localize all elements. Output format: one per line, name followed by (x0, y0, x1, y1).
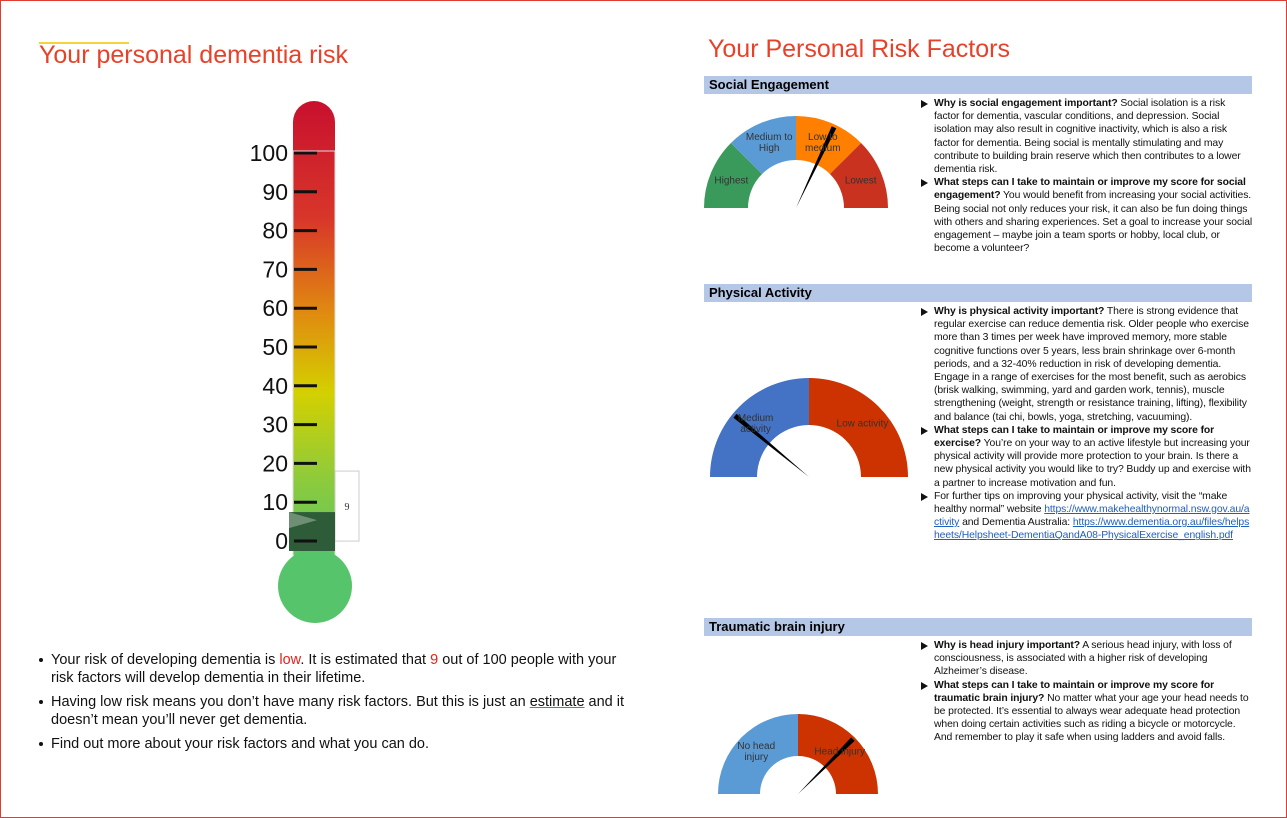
list-item: What steps can I take to maintain or imp… (919, 424, 1253, 490)
gauge-needle (796, 126, 837, 208)
text-plain: There is strong evidence that regular ex… (934, 306, 1249, 423)
text-plain: out of 100 people with your risk factors… (51, 652, 617, 686)
list-item: Why is social engagement important? Soci… (919, 97, 1253, 176)
gauge-segment (829, 142, 888, 208)
text-plain: Find out more about your risk factors an… (51, 736, 430, 752)
left-title: Your personal dementia risk (39, 41, 348, 69)
gauge-segment (704, 142, 763, 208)
section-text: Why is head injury important? A serious … (919, 639, 1253, 745)
text-red: low (279, 652, 301, 668)
item-marker (921, 179, 928, 188)
text-link: https://www.dementia.org.au/files/helpsh… (934, 517, 1250, 542)
tick-label: 80 (262, 218, 288, 244)
text-bold: Why is physical activity important? (934, 306, 1105, 317)
section-text: Why is social engagement important? Soci… (919, 97, 1253, 255)
list-item: For further tips on improving your physi… (919, 490, 1253, 543)
text-bold: What steps can I take to maintain or imp… (934, 424, 1215, 450)
gauge-label: Medium to High (745, 132, 793, 155)
section-heading: Traumatic brain injury (704, 618, 1252, 636)
text-plain: You’re on your way to an active lifestyl… (934, 438, 1251, 489)
gauge-label: Low activity (836, 418, 889, 430)
level-box (334, 470, 360, 542)
text-plain: Your risk of developing dementia is (51, 652, 280, 668)
right-title: Your Personal Risk Factors (708, 35, 1010, 63)
bullet-list: Your risk of developing dementia is low.… (37, 651, 637, 759)
level-wedge (289, 512, 317, 529)
text-link: https://www.makehealthynormal.nsw.gov.au… (934, 504, 1250, 529)
gauge-label: No head injury (737, 741, 776, 764)
bullet-dot (39, 658, 43, 662)
text-plain: For further tips on improving your physi… (934, 490, 1228, 516)
level-label: 9 (345, 502, 350, 513)
gauge-needle (733, 413, 809, 477)
thermometer-bulb (278, 549, 352, 623)
item-marker (921, 100, 928, 108)
text-plain: Social isolation is a risk factor for de… (934, 98, 1241, 176)
gauge-segment (710, 378, 809, 477)
item-marker (921, 308, 928, 316)
gauge-label: Medium activity (737, 412, 774, 435)
text-bold: What steps can I take to maintain or imp… (934, 177, 1246, 202)
gauge-segment (809, 378, 908, 477)
bullet-dot (39, 700, 43, 704)
text-plain: and it doesn’t mean you’ll never get dem… (51, 694, 625, 728)
gauge-label: Highest (714, 175, 749, 187)
text-plain: . It is estimated that (300, 652, 431, 668)
tick-label: 20 (262, 450, 288, 476)
tick-label: 0 (275, 528, 288, 554)
tick-label: 60 (262, 295, 288, 321)
item-marker (921, 492, 928, 501)
gauge-label: Low to medium (804, 132, 841, 155)
list-item: What steps can I take to maintain or imp… (919, 679, 1253, 745)
gauge-label: Head injury (814, 746, 866, 758)
text-plain: A serious head injury, with loss of cons… (934, 640, 1232, 678)
text-underline: estimate (529, 694, 585, 710)
tick-label: 10 (262, 489, 288, 515)
text-red: 9 (430, 652, 439, 668)
tick-label: 30 (262, 412, 288, 438)
text-plain: No matter what your age your head needs … (934, 692, 1249, 744)
text-plain: You would benefit from increasing your s… (934, 190, 1253, 255)
gauge-needle (798, 737, 855, 794)
section-heading: Physical Activity (704, 284, 1252, 302)
bullet-dot (39, 742, 43, 746)
bullet: Your risk of developing dementia is low.… (37, 651, 637, 687)
gauge-segment (730, 116, 796, 175)
tick-label: 70 (262, 256, 288, 282)
bullet: Find out more about your risk factors an… (37, 735, 637, 753)
item-marker (921, 426, 928, 435)
section-text: Why is physical activity important? Ther… (919, 305, 1253, 543)
text-bold: Why is head injury important? (934, 640, 1081, 651)
tick-label: 100 (250, 140, 288, 166)
list-item: Why is physical activity important? Ther… (919, 305, 1253, 424)
text-plain: Having low risk means you don’t have man… (51, 694, 530, 710)
list-item: Why is head injury important? A serious … (919, 639, 1253, 679)
section-heading: Social Engagement (704, 76, 1252, 94)
bullet: Having low risk means you don’t have man… (37, 693, 637, 729)
tick-label: 50 (262, 334, 288, 360)
text-bold: What steps can I take to maintain or imp… (934, 679, 1215, 704)
gauge-label: Lowest (844, 175, 877, 187)
text-plain: and Dementia Australia: (959, 517, 1073, 529)
item-marker (921, 681, 928, 690)
item-marker (921, 642, 928, 650)
thermometer-tube (293, 101, 335, 571)
tick-label: 90 (262, 179, 288, 205)
tick-label: 40 (262, 373, 288, 399)
list-item: What steps can I take to maintain or imp… (919, 176, 1253, 255)
text-bold: Why is social engagement important? (934, 98, 1118, 109)
gauge-segment (718, 714, 798, 794)
gauge-segment (796, 116, 862, 175)
